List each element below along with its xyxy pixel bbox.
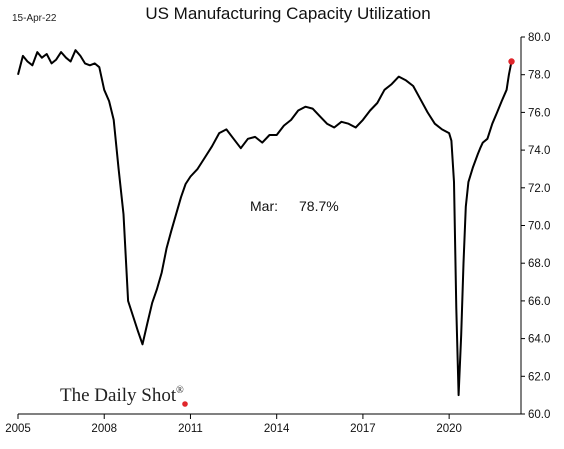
source-logo-mark: ® [176,385,184,396]
x-tick-label: 2005 [5,423,31,435]
y-tick-label: 64.0 [528,334,550,346]
x-tick-label: 2017 [350,423,376,435]
source-logo-dot [182,401,188,407]
annotation-value: 78.7% [299,198,339,214]
source-logo-text: The Daily Shot® [60,385,184,406]
x-tick-label: 2008 [91,423,117,435]
x-tick-label: 2020 [436,423,462,435]
latest-point-marker [508,58,515,65]
y-tick-label: 74.0 [528,145,550,157]
y-tick-label: 78.0 [528,70,550,82]
y-tick-label: 80.0 [528,32,550,44]
source-logo-name: The Daily Shot [60,385,177,406]
y-tick-label: 66.0 [528,296,550,308]
date-stamp: 15-Apr-22 [12,13,57,24]
x-axis-ticks: 2005 2008 2011 2014 2017 2020 [5,414,462,435]
y-tick-label: 68.0 [528,258,550,270]
y-tick-label: 76.0 [528,107,550,119]
y-tick-label: 72.0 [528,183,550,195]
capacity-utilization-line [17,49,513,397]
annotation-label: Mar: [250,198,278,214]
x-tick-label: 2011 [178,423,203,435]
chart-title: US Manufacturing Capacity Utilization [145,4,430,23]
y-axis-ticks: 60.0 62.0 64.0 66.0 68.0 70.0 72.0 74.0 76.0 78.0… [521,32,550,421]
source-logo: The Daily Shot® [60,385,188,407]
y-tick-label: 60.0 [528,409,550,421]
y-tick-label: 62.0 [528,371,550,383]
y-tick-label: 70.0 [528,221,550,233]
x-tick-label: 2014 [264,423,290,435]
